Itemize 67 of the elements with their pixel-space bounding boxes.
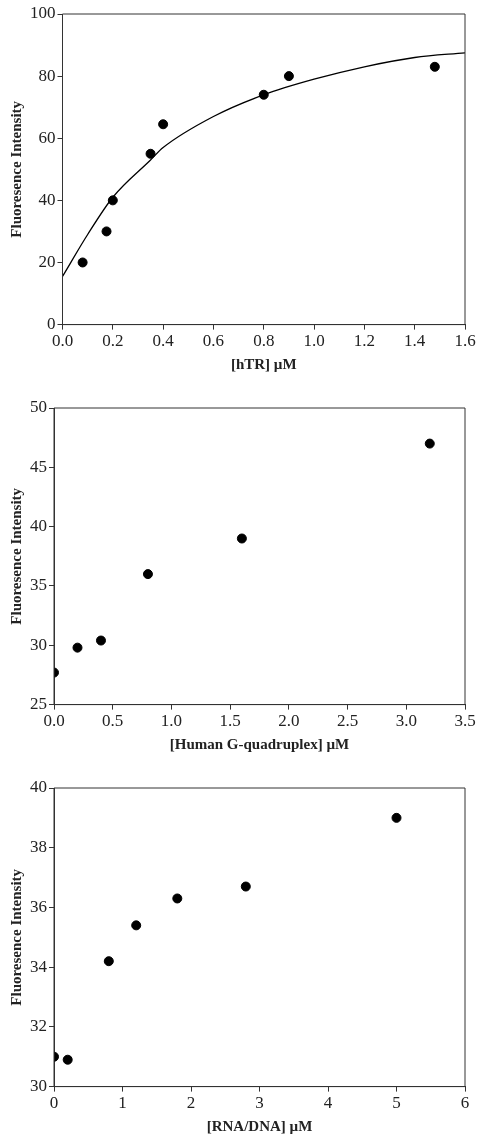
y-tick-label: 45 [30, 456, 47, 476]
point [240, 881, 251, 892]
y-tick-label: 30 [30, 1076, 47, 1096]
point [158, 119, 169, 130]
x-tick-label: 2.5 [336, 711, 359, 731]
x-tick-label: 1.2 [353, 331, 375, 351]
x-tick-label: 0.5 [102, 711, 124, 731]
y-tick-label: 100 [30, 3, 56, 23]
x-tick-label: 0.4 [152, 331, 175, 351]
point [424, 438, 435, 449]
y-tick-label: 60 [38, 127, 56, 147]
y-tick-label: 38 [30, 837, 47, 857]
y-tick-label: 80 [38, 65, 56, 85]
x-tick-label: 0.8 [253, 331, 275, 351]
point [103, 956, 114, 967]
x-tick-label: 0.2 [102, 331, 124, 351]
point [72, 642, 83, 653]
y-tick-label: 40 [30, 516, 47, 536]
x-tick-label: 3.0 [395, 711, 417, 731]
x-tick-label: 3.5 [454, 711, 476, 731]
point [62, 1054, 73, 1065]
x-axis-title: [Human G-quadruplex] µM [169, 735, 350, 752]
y-axis-title: Fluoresence Intensity [7, 100, 24, 238]
y-tick-label: 25 [30, 694, 47, 714]
point [95, 635, 106, 646]
point [258, 89, 269, 100]
point [131, 920, 142, 931]
y-tick-label: 34 [30, 956, 48, 976]
point [101, 226, 112, 237]
y-tick-label: 40 [30, 777, 47, 797]
x-tick-label: 0.6 [202, 331, 225, 351]
y-tick-label: 32 [30, 1016, 47, 1036]
x-tick-label: 1.4 [404, 331, 426, 351]
point [142, 569, 153, 580]
x-tick-label: 1.0 [303, 331, 325, 351]
point [236, 533, 247, 544]
line-series [62, 52, 465, 278]
point [391, 812, 402, 823]
x-tick-label: 4 [323, 1093, 333, 1113]
point [429, 61, 440, 72]
x-tick-label: 2.0 [278, 711, 300, 731]
y-tick-label: 0 [47, 314, 56, 334]
x-axis-title: [RNA/DNA] µM [206, 1117, 313, 1134]
point [107, 195, 118, 206]
x-tick-label: 1.5 [219, 711, 241, 731]
x-tick-label: 1.0 [160, 711, 183, 731]
x-tick-label: 0.0 [51, 331, 74, 351]
x-tick-label: 5 [392, 1093, 401, 1113]
point [283, 71, 294, 82]
y-tick-label: 35 [30, 575, 47, 595]
x-tick-label: 0.0 [43, 711, 65, 731]
x-tick-label: 3 [255, 1093, 264, 1113]
y-tick-label: 50 [30, 397, 47, 417]
y-tick-label: 30 [30, 634, 47, 654]
point [145, 148, 156, 159]
x-tick-label: 1 [118, 1093, 127, 1113]
y-axis-title: Fluoresence Intensity [7, 868, 24, 1006]
y-axis-title: Fluoresence Intensity [7, 487, 24, 625]
x-tick-label: 2 [186, 1093, 196, 1113]
y-tick-label: 40 [38, 189, 56, 209]
point [172, 893, 183, 904]
x-tick-label: 1.6 [454, 331, 476, 351]
x-axis-title: [hTR] µM [230, 355, 297, 372]
point [77, 257, 88, 268]
y-tick-label: 36 [30, 896, 47, 916]
x-tick-label: 6 [460, 1093, 470, 1113]
y-tick-label: 20 [38, 251, 56, 271]
